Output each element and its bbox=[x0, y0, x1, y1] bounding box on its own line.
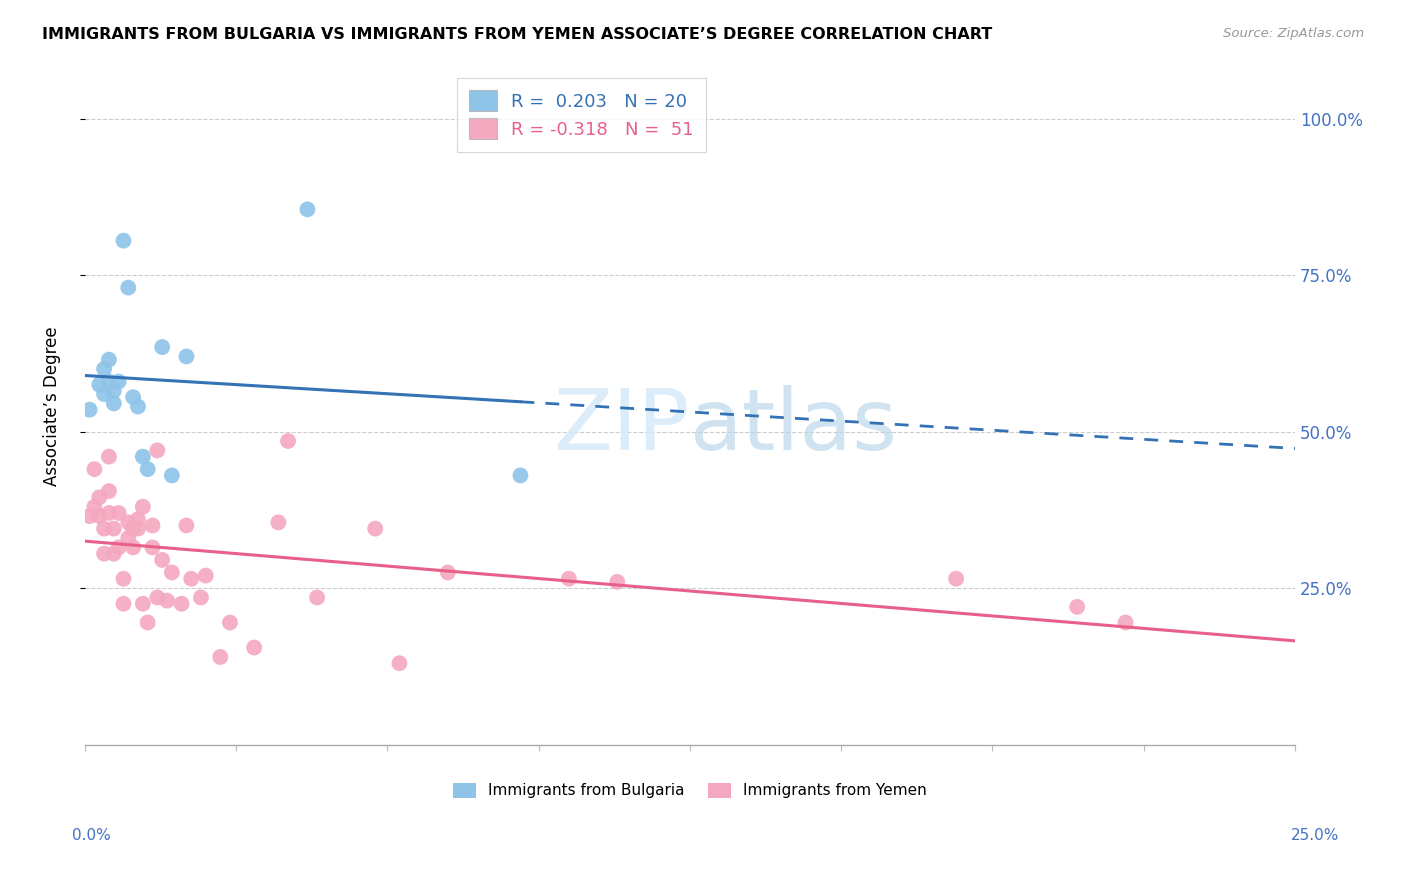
Point bbox=[132, 450, 155, 464]
Point bbox=[79, 509, 101, 524]
Point bbox=[122, 541, 145, 555]
Point bbox=[160, 468, 183, 483]
Text: ZIP: ZIP bbox=[554, 385, 690, 468]
Point bbox=[141, 518, 163, 533]
Point bbox=[93, 387, 115, 401]
Text: 25.0%: 25.0% bbox=[1291, 828, 1339, 843]
Point bbox=[83, 500, 105, 514]
Point bbox=[117, 531, 139, 545]
Legend: Immigrants from Bulgaria, Immigrants from Yemen: Immigrants from Bulgaria, Immigrants fro… bbox=[447, 777, 932, 805]
Point bbox=[136, 615, 159, 630]
Point bbox=[83, 462, 105, 476]
Point bbox=[97, 375, 120, 389]
Point bbox=[297, 202, 319, 217]
Point bbox=[180, 572, 202, 586]
Point bbox=[112, 234, 135, 248]
Point bbox=[122, 522, 145, 536]
Point bbox=[437, 566, 460, 580]
Point bbox=[117, 280, 139, 294]
Point bbox=[103, 547, 125, 561]
Point bbox=[127, 400, 149, 414]
Point bbox=[176, 350, 198, 364]
Point bbox=[509, 468, 531, 483]
Point bbox=[97, 352, 120, 367]
Point bbox=[141, 541, 163, 555]
Point bbox=[156, 593, 179, 607]
Point bbox=[160, 566, 183, 580]
Point bbox=[97, 506, 120, 520]
Point bbox=[122, 390, 145, 404]
Point bbox=[364, 522, 387, 536]
Point bbox=[93, 362, 115, 376]
Text: Source: ZipAtlas.com: Source: ZipAtlas.com bbox=[1223, 27, 1364, 40]
Point bbox=[107, 375, 129, 389]
Point bbox=[267, 516, 290, 530]
Point bbox=[103, 396, 125, 410]
Point bbox=[103, 384, 125, 398]
Point bbox=[1066, 599, 1088, 614]
Point bbox=[127, 522, 149, 536]
Point bbox=[150, 553, 173, 567]
Point bbox=[558, 572, 581, 586]
Point bbox=[89, 491, 111, 505]
Point bbox=[93, 547, 115, 561]
Point bbox=[170, 597, 193, 611]
Point bbox=[307, 591, 329, 605]
Point bbox=[127, 512, 149, 526]
Point bbox=[132, 597, 155, 611]
Point bbox=[117, 516, 139, 530]
Point bbox=[89, 377, 111, 392]
Point bbox=[606, 574, 628, 589]
Point bbox=[243, 640, 266, 655]
Point bbox=[112, 572, 135, 586]
Point bbox=[219, 615, 242, 630]
Point bbox=[194, 568, 217, 582]
Point bbox=[97, 484, 120, 499]
Point bbox=[112, 597, 135, 611]
Point bbox=[277, 434, 299, 448]
Point bbox=[107, 506, 129, 520]
Point bbox=[146, 443, 169, 458]
Point bbox=[79, 402, 101, 417]
Text: 0.0%: 0.0% bbox=[72, 828, 111, 843]
Point bbox=[93, 522, 115, 536]
Text: IMMIGRANTS FROM BULGARIA VS IMMIGRANTS FROM YEMEN ASSOCIATE’S DEGREE CORRELATION: IMMIGRANTS FROM BULGARIA VS IMMIGRANTS F… bbox=[42, 27, 993, 42]
Point bbox=[388, 657, 411, 671]
Point bbox=[107, 541, 129, 555]
Point bbox=[97, 450, 120, 464]
Point bbox=[1115, 615, 1137, 630]
Point bbox=[176, 518, 198, 533]
Point bbox=[89, 509, 111, 524]
Point bbox=[945, 572, 967, 586]
Text: atlas: atlas bbox=[690, 385, 898, 468]
Point bbox=[209, 649, 232, 664]
Point bbox=[103, 522, 125, 536]
Point bbox=[146, 591, 169, 605]
Point bbox=[150, 340, 173, 354]
Point bbox=[136, 462, 159, 476]
Point bbox=[132, 500, 155, 514]
Y-axis label: Associate’s Degree: Associate’s Degree bbox=[44, 326, 60, 486]
Point bbox=[190, 591, 212, 605]
